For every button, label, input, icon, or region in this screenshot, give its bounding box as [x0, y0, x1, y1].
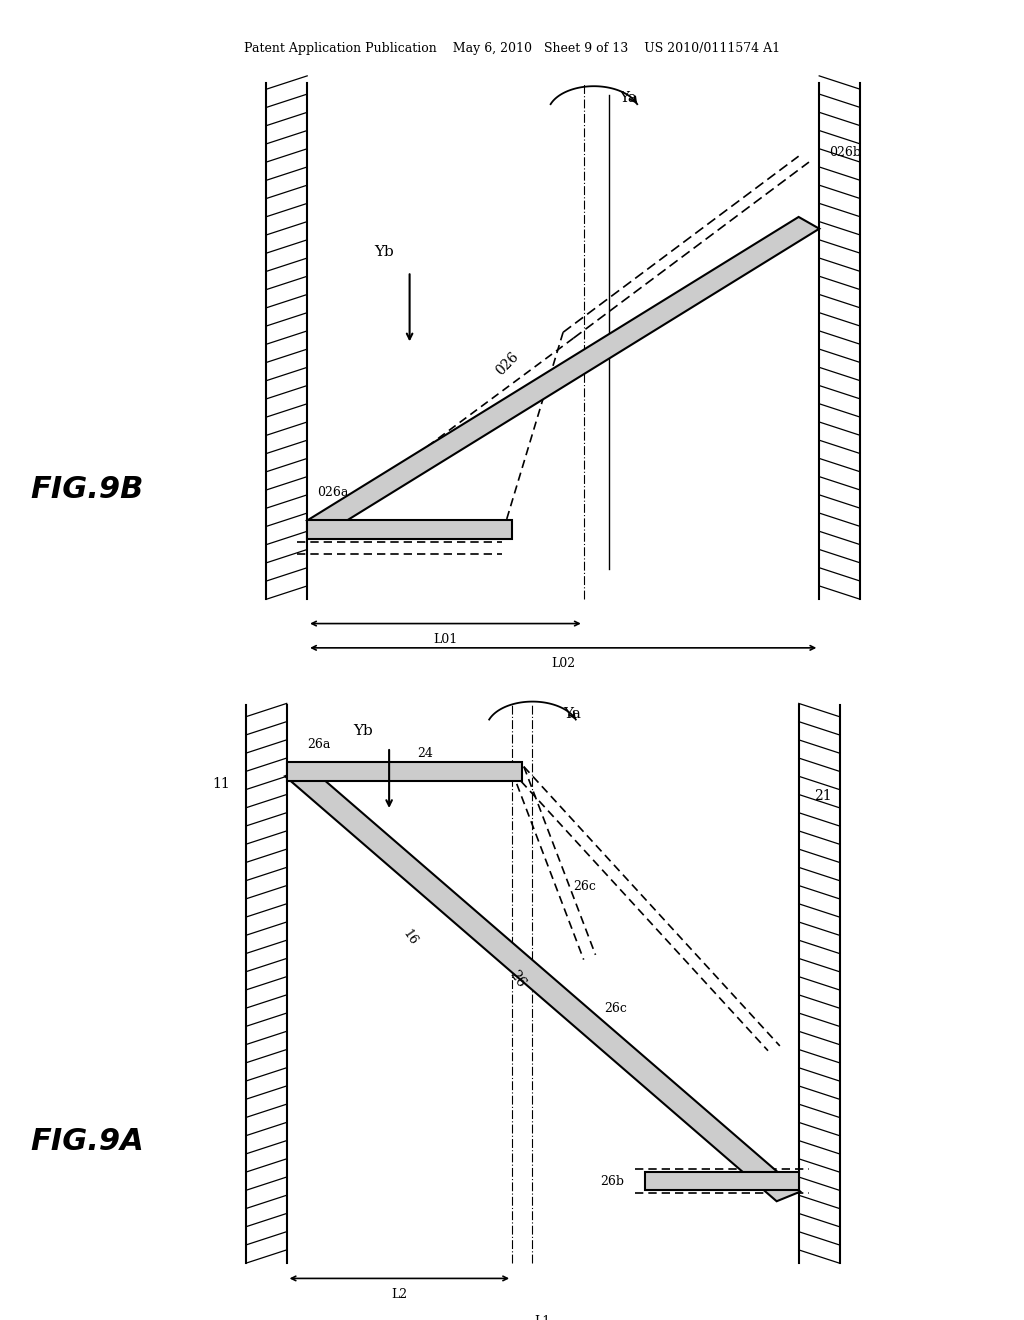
Text: L2: L2: [391, 1287, 408, 1300]
Polygon shape: [285, 767, 801, 1201]
Text: L1: L1: [535, 1315, 551, 1320]
Text: 26b: 26b: [601, 1175, 625, 1188]
Bar: [645, 1172, 799, 1191]
Bar: [287, 762, 522, 780]
Text: Patent Application Publication    May 6, 2010   Sheet 9 of 13    US 2010/0111574: Patent Application Publication May 6, 20…: [244, 42, 780, 55]
Bar: [307, 520, 512, 539]
Text: Yb: Yb: [353, 723, 374, 738]
Text: 24: 24: [417, 747, 433, 760]
Text: 026: 026: [493, 350, 521, 378]
Text: 21: 21: [814, 788, 831, 803]
Text: 16: 16: [399, 927, 420, 948]
Text: 26a: 26a: [307, 738, 331, 751]
Text: 26: 26: [507, 968, 527, 990]
Text: L01: L01: [433, 632, 458, 645]
Text: Ya: Ya: [563, 706, 581, 721]
Text: Ya: Ya: [620, 91, 637, 106]
Text: FIG.9B: FIG.9B: [31, 475, 144, 504]
Text: FIG.9A: FIG.9A: [31, 1127, 144, 1156]
Text: L02: L02: [551, 657, 575, 671]
Text: 26c: 26c: [604, 1002, 627, 1015]
Text: Yb: Yb: [374, 246, 394, 259]
Text: 026b: 026b: [829, 147, 861, 160]
Polygon shape: [307, 216, 819, 532]
Text: 11: 11: [213, 776, 230, 791]
Text: 26c: 26c: [573, 880, 596, 894]
Text: 026a: 026a: [317, 486, 349, 499]
